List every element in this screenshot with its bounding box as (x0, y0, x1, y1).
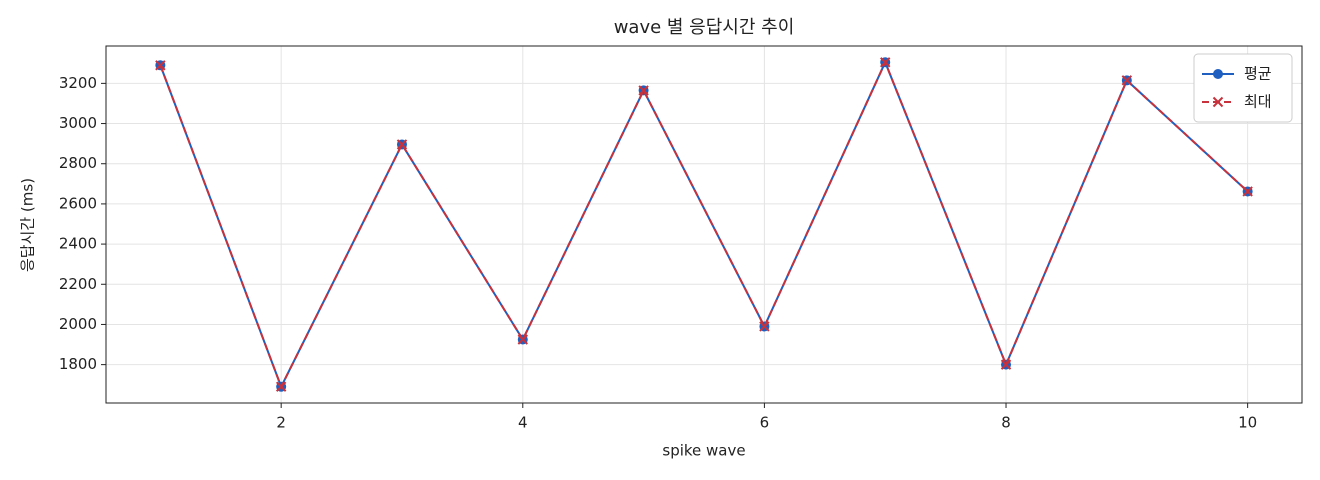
marker (517, 334, 528, 345)
plot-layer (155, 57, 1253, 392)
marker (155, 60, 166, 71)
y-tick-label: 2800 (59, 154, 97, 172)
y-tick-label: 3200 (59, 74, 97, 92)
legend-label: 최대 (1244, 93, 1272, 111)
y-tick-label: 2200 (59, 275, 97, 293)
series-line (159, 59, 1249, 390)
y-tick-label: 2400 (59, 235, 97, 253)
y-axis-label: 응답시간 (ms) (19, 178, 37, 272)
legend-label: 평균 (1244, 65, 1272, 83)
legend-marker (1213, 69, 1223, 79)
legend-marker (1212, 96, 1224, 108)
series-line (159, 59, 1249, 390)
marker (759, 321, 770, 332)
y-tick-label: 2600 (59, 194, 97, 212)
marker (880, 57, 891, 68)
chart-title: wave 별 응답시간 추이 (614, 17, 795, 38)
y-tick-label: 1800 (59, 355, 97, 373)
plot-frame (105, 45, 1303, 404)
x-axis-label: spike wave (662, 442, 745, 460)
marker (396, 139, 408, 150)
y-tick-label: 2000 (59, 315, 97, 333)
marker (1242, 186, 1253, 197)
marker (638, 85, 649, 96)
x-tick-label: 4 (518, 414, 528, 432)
marker (1121, 75, 1133, 86)
legend-box (1193, 53, 1293, 123)
x-tick-label: 10 (1238, 414, 1257, 432)
y-tick-label: 3000 (59, 114, 97, 132)
marker (275, 381, 287, 392)
x-tick-label: 8 (1001, 414, 1011, 432)
x-tick-label: 6 (760, 414, 770, 432)
marker (1000, 359, 1012, 370)
grid-layer: 2 4 6 8 10 1800 2000 2200 2400 2600 2800 3000 3200 (59, 46, 1302, 432)
x-tick-label: 2 (276, 414, 286, 432)
